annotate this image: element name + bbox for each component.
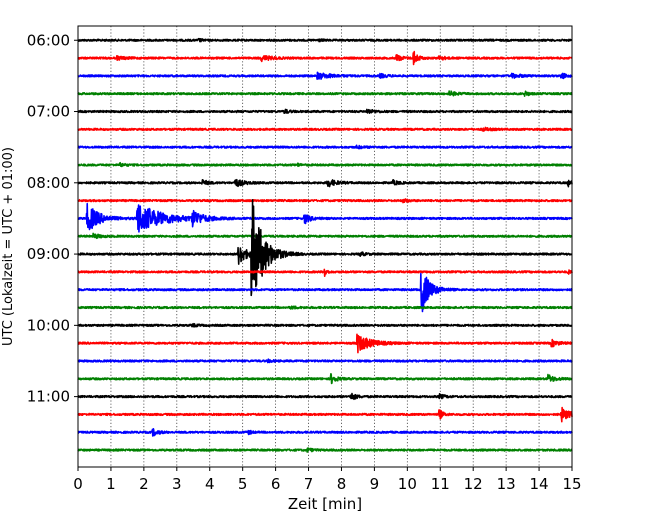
x-tick-label: 14 [530, 475, 549, 493]
y-tick-label: 07:00 [27, 103, 70, 121]
y-axis-title: UTC (Lokalzeit = UTC + 01:00) [1, 147, 16, 346]
trace-0645 [77, 90, 573, 97]
trace-0900 [77, 199, 573, 297]
y-tick-label: 06:00 [27, 31, 70, 49]
plot-frame [77, 25, 573, 468]
trace-0830 [77, 202, 573, 233]
x-tick-label: 7 [304, 475, 314, 493]
trace-0945 [77, 305, 573, 310]
trace-0815 [77, 198, 573, 204]
y-axis-ticks: 06:00 07:00 08:00 09:00 10:00 11:00 [27, 31, 78, 406]
y-tick-label: 09:00 [27, 245, 70, 263]
x-tick-label: 6 [271, 475, 281, 493]
x-tick-label: 11 [431, 475, 450, 493]
x-tick-label: 2 [139, 475, 149, 493]
trace-1145 [77, 447, 573, 453]
x-tick-label: 3 [172, 475, 182, 493]
x-tick-label: 12 [464, 475, 483, 493]
trace-group [77, 37, 573, 453]
x-tick-label: 4 [205, 475, 215, 493]
y-tick-label: 10:00 [27, 316, 70, 334]
trace-1000 [77, 322, 573, 328]
trace-0600 [77, 37, 573, 43]
trace-0915 [77, 268, 573, 278]
y-tick-label: 11:00 [27, 388, 70, 406]
x-tick-label: 0 [73, 475, 83, 493]
trace-0745 [77, 161, 573, 168]
x-tick-label: 8 [337, 475, 347, 493]
trace-1115 [77, 406, 573, 423]
x-tick-label: 15 [562, 475, 581, 493]
grid-lines [110, 26, 540, 467]
x-tick-label: 10 [398, 475, 417, 493]
trace-0930 [77, 272, 573, 313]
y-tick-label: 08:00 [27, 174, 70, 192]
trace-0845 [77, 232, 573, 240]
trace-1130 [77, 428, 573, 437]
x-axis-ticks: 0 1 2 3 4 5 6 7 8 9 10 11 12 13 14 15 [73, 467, 582, 493]
trace-0730 [77, 144, 573, 150]
x-axis-title: Zeit [min] [288, 495, 362, 513]
x-tick-label: 5 [238, 475, 248, 493]
trace-1030 [77, 358, 573, 364]
trace-0700 [77, 108, 573, 115]
trace-0615 [77, 50, 573, 66]
x-tick-label: 1 [106, 475, 116, 493]
trace-1100 [77, 392, 573, 401]
trace-1015 [77, 333, 573, 354]
trace-0715 [77, 126, 573, 132]
trace-0630 [77, 71, 573, 80]
x-tick-label: 13 [497, 475, 516, 493]
trace-1045 [77, 372, 573, 385]
trace-0800 [77, 178, 573, 188]
x-tick-label: 9 [370, 475, 380, 493]
